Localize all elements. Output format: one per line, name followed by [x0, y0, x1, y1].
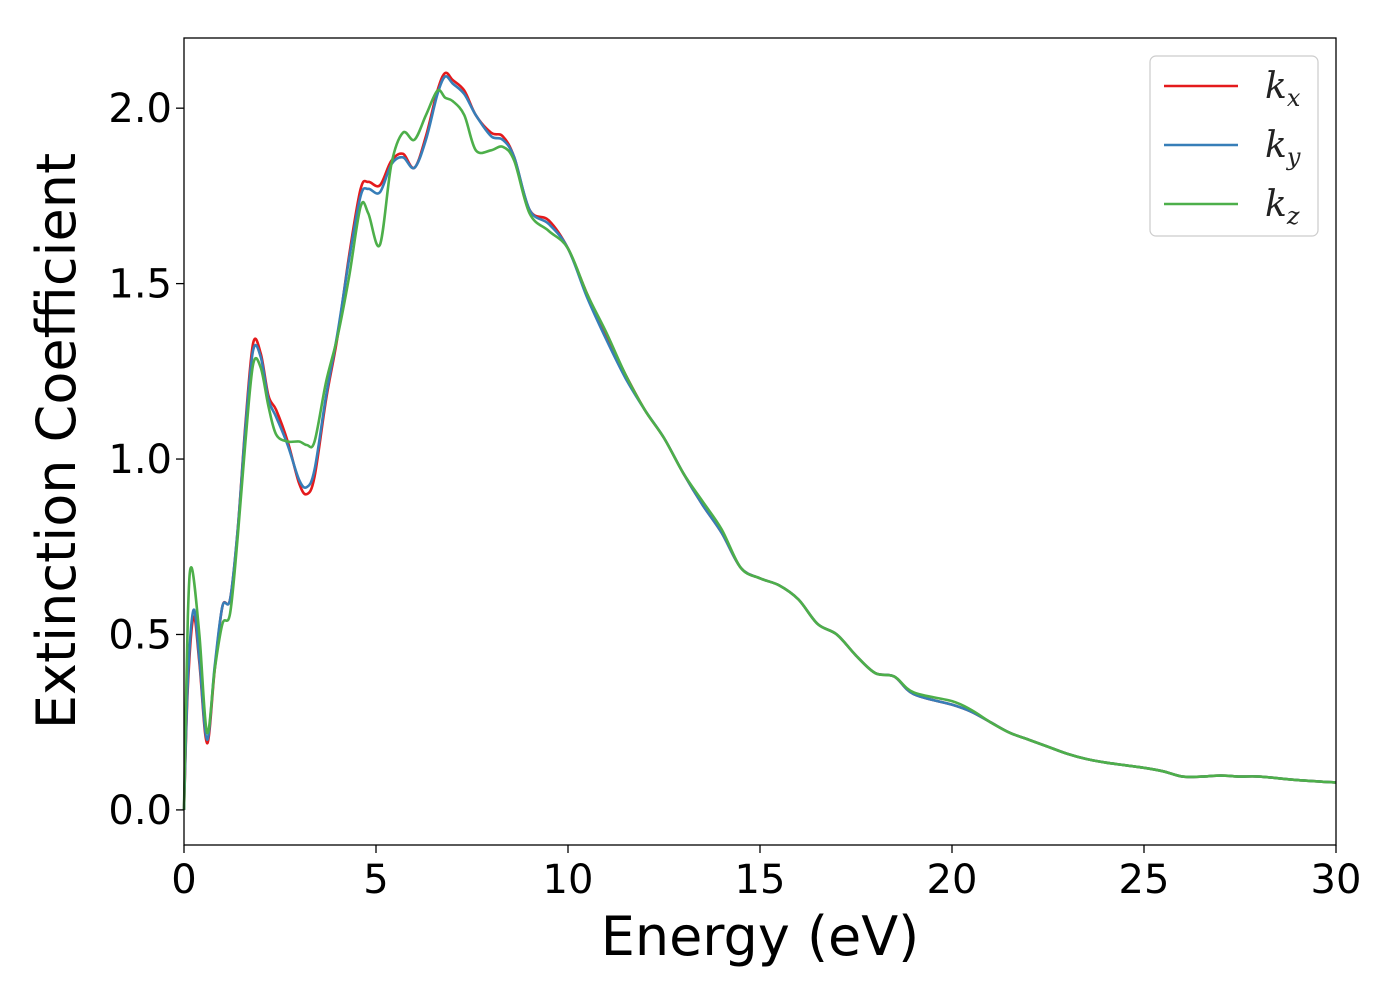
y-tick-label: 0.0 — [108, 788, 172, 834]
legend-label-ky: ky — [1265, 125, 1301, 171]
legend: kx ky kz — [1149, 55, 1319, 237]
legend-label-kz: kz — [1265, 184, 1300, 230]
x-tick-label: 10 — [543, 857, 594, 903]
x-tick-label: 0 — [171, 857, 196, 903]
y-tick-label: 1.0 — [108, 437, 172, 483]
x-tick-label: 20 — [927, 857, 978, 903]
series-layer — [182, 71, 1337, 810]
y-tick-label: 0.5 — [108, 612, 172, 658]
legend-label-kx: kx — [1265, 66, 1301, 112]
x-tick-label: 30 — [1311, 857, 1362, 903]
x-tick-label: 25 — [1119, 857, 1170, 903]
x-axis-title: Energy (eV) — [601, 905, 920, 968]
x-axis: 0 5 10 15 20 25 30 — [171, 845, 1361, 903]
x-tick-label: 5 — [363, 857, 388, 903]
y-tick-label: 2.0 — [108, 86, 172, 132]
y-axis: 0.0 0.5 1.0 1.5 2.0 — [108, 86, 184, 834]
y-tick-label: 1.5 — [108, 262, 172, 308]
plot-background — [184, 38, 1336, 845]
series-line-kz — [182, 88, 1337, 810]
x-tick-label: 15 — [735, 857, 786, 903]
y-axis-title: Extinction Coefficient — [25, 153, 88, 729]
